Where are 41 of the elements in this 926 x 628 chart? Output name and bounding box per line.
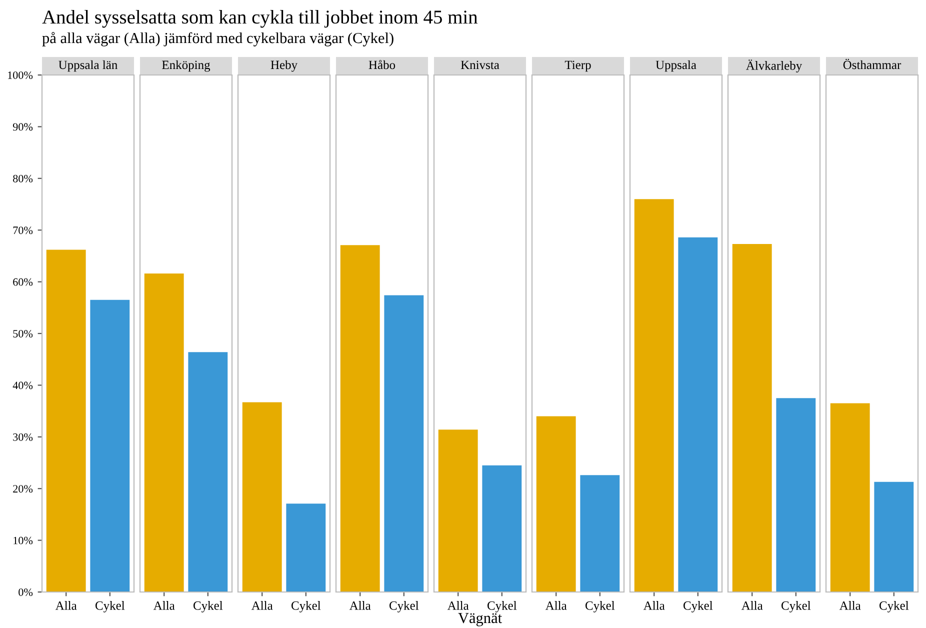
chart-title: Älvkarleby: [746, 60, 802, 72]
x-tick-label: Cykel: [683, 601, 713, 612]
x-tick-label: Cykel: [879, 601, 909, 612]
chart-title: Enköping: [162, 60, 210, 72]
y-tick-label: 90%: [12, 123, 33, 131]
y-tick-label: 80%: [13, 174, 33, 182]
chart-title: Heby: [270, 60, 298, 72]
y-tick-label: 70%: [13, 226, 33, 234]
x-tick-label: Alla: [251, 601, 273, 610]
y-tick-label: 100%: [8, 71, 33, 79]
y-tick-label: 10%: [14, 536, 33, 544]
y-tick-label: 20%: [13, 485, 33, 493]
x-tick-label: Cykel: [389, 601, 419, 612]
x-tick-label: Cykel: [95, 601, 125, 612]
y-tick-label: 0%: [18, 588, 33, 596]
chart-title: Östhammar: [843, 58, 902, 70]
chart-title: Knivsta: [460, 60, 500, 70]
x-tick-label: Alla: [741, 601, 763, 610]
y-tick-label: 40%: [12, 382, 33, 390]
text: på alla vägar (Alla) jämförd med cykelbara vägar (Cykel): [42, 32, 394, 46]
x-tick-label: Cykel: [291, 601, 321, 612]
x-tick-label: Alla: [545, 601, 567, 610]
x-axis-title: Vägnät: [458, 612, 502, 626]
x-tick-label: Cykel: [585, 601, 615, 612]
y-tick-label: 60%: [13, 278, 33, 286]
x-tick-label: Alla: [153, 601, 175, 610]
x-tick-label: Alla: [839, 601, 861, 610]
x-tick-label: Alla: [349, 601, 371, 610]
x-tick-label: Cykel: [193, 601, 223, 612]
x-tick-label: Alla: [447, 601, 469, 610]
x-tick-label: Cykel: [487, 601, 517, 612]
x-tick-label: Alla: [55, 601, 77, 610]
text: Andel sysselsatta som kan cykla till jobbet inom 45 min: [42, 10, 478, 28]
x-tick-label: Cykel: [781, 601, 811, 612]
x-tick-label: Alla: [643, 601, 665, 610]
chart-title: Uppsala: [656, 60, 696, 72]
chart-title: Håbo: [368, 60, 396, 70]
y-tick-label: 50%: [13, 330, 33, 338]
y-tick-label: 30%: [13, 433, 33, 441]
chart-title: Uppsala län: [58, 60, 118, 72]
chart-title: Tierp: [564, 60, 591, 72]
